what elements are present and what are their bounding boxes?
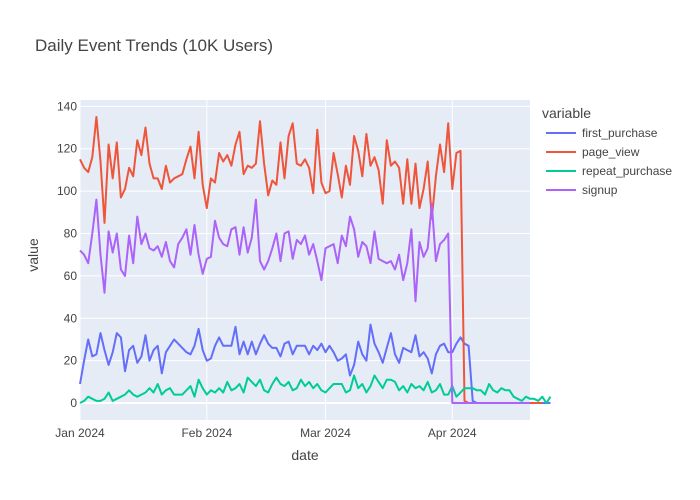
legend-item-first-purchase[interactable]: first_purchase [546, 126, 658, 140]
y-tick-label: 140 [57, 99, 77, 113]
legend-label: signup [582, 183, 618, 197]
legend-label: repeat_purchase [582, 164, 672, 178]
legend-item-signup[interactable]: signup [546, 183, 618, 197]
chart-title: Daily Event Trends (10K Users) [35, 36, 273, 55]
legend-title: variable [542, 105, 591, 121]
plot-area [80, 100, 530, 420]
y-tick-label: 100 [57, 184, 77, 198]
y-tick-label: 40 [64, 311, 78, 325]
legend-label: page_view [582, 145, 640, 159]
x-tick-label: Jan 2024 [55, 426, 105, 440]
x-tick-label: Apr 2024 [428, 426, 477, 440]
legend-label: first_purchase [582, 126, 658, 140]
legend: variable first_purchase page_view repeat_p… [542, 105, 672, 197]
legend-item-repeat-purchase[interactable]: repeat_purchase [546, 164, 672, 178]
series-line-signup [79, 198, 530, 404]
series-line-page-view [79, 116, 543, 404]
y-tick-label: 60 [64, 269, 78, 283]
y-tick-label: 0 [70, 396, 77, 410]
y-tick-label: 20 [64, 354, 78, 368]
x-tick-label: Feb 2024 [181, 426, 232, 440]
y-tick-label: 80 [64, 227, 78, 241]
series-line-repeat-purchase [79, 374, 552, 404]
x-axis-title: date [291, 447, 318, 463]
series-line-first-purchase [79, 323, 551, 404]
x-tick-label: Mar 2024 [300, 426, 351, 440]
y-axis-title: value [25, 238, 41, 272]
y-tick-label: 120 [57, 142, 77, 156]
legend-item-page-view[interactable]: page_view [546, 145, 640, 159]
